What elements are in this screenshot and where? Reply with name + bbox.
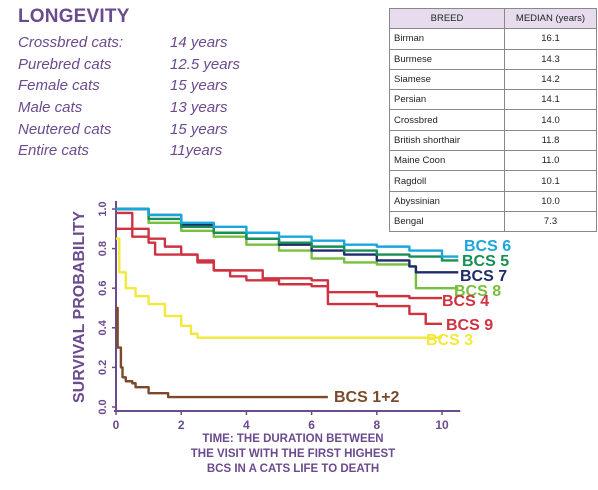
x-tick-label: 2 <box>178 418 185 432</box>
longevity-label: Male cats <box>18 99 83 117</box>
y-tick-label: 0.8 <box>97 241 109 256</box>
longevity-label: Entire cats <box>18 142 89 160</box>
longevity-value: 13 years <box>170 99 228 117</box>
y-axis-label: SURVIVAL PROBABILITY <box>71 211 88 403</box>
series-line-bcs-6 <box>116 207 459 258</box>
table-header-row: BREED MEDIAN (years) <box>389 7 597 30</box>
table-row: Persian 14.1 <box>389 89 597 111</box>
series-label: BCS 6 <box>464 238 511 255</box>
longevity-value: 14 years <box>170 34 228 52</box>
x-axis-label-line: THE VISIT WITH THE FIRST HIGHEST <box>191 448 395 460</box>
series-label: BCS 8 <box>454 283 501 300</box>
x-tick-label: 4 <box>243 418 250 432</box>
y-tick-label: 0.0 <box>97 399 109 414</box>
table-row: Crossbred 14.0 <box>389 109 597 131</box>
x-tick-label: 8 <box>373 418 380 432</box>
table-row: Bengal 7.3 <box>389 210 597 233</box>
longevity-row: Entire cats 11years <box>18 140 318 162</box>
series-line-bcs-5 <box>116 207 459 262</box>
series-line-bcs-3 <box>116 237 442 339</box>
series-line-bcs-1-2 <box>116 306 328 399</box>
table-row: British shorthair 11.8 <box>389 129 597 152</box>
longevity-label: Neutered cats <box>18 120 112 138</box>
y-tick-label: 0.2 <box>97 360 109 375</box>
longevity-title: LONGEVITY <box>18 6 130 27</box>
longevity-value: 11years <box>170 142 223 160</box>
breed-table-body: Birman 16.1 Burmese 14.3 Siamese 14.2 Persian 1… <box>389 28 597 233</box>
table-row: Abyssinian 10.0 <box>389 190 597 212</box>
longevity-row: Male cats 13 years <box>18 97 318 119</box>
x-tick-label: 10 <box>435 418 449 432</box>
breed-column-header: BREED <box>389 7 505 30</box>
y-tick-label: 0.6 <box>97 281 109 296</box>
series-label: BCS 5 <box>462 253 509 270</box>
table-row: Birman 16.1 <box>389 28 597 50</box>
breed-median-table: BREED MEDIAN (years) Birman 16.1 Burmese 14… <box>389 7 597 233</box>
x-tick-label: 0 <box>113 418 120 432</box>
x-tick-label: 6 <box>308 418 315 432</box>
longevity-label: Purebred cats <box>18 55 112 73</box>
y-tick-label: 0.4 <box>97 319 109 335</box>
x-axis-label-line: TIME: THE DURATION BETWEEN <box>202 433 383 445</box>
longevity-label: Crossbred cats: <box>18 34 124 52</box>
longevity-value: 12.5 years <box>170 55 241 73</box>
longevity-value: 15 years <box>170 120 228 138</box>
longevity-row: Crossbred cats: 14 years <box>18 32 318 54</box>
x-axis-label-line: BCS IN A CATS LIFE TO DEATH <box>207 463 379 475</box>
series-label: BCS 3 <box>426 332 473 349</box>
longevity-list: Crossbred cats: 14 years Purebred cats 12.5… <box>18 32 318 162</box>
longevity-label: Female cats <box>18 77 100 95</box>
y-tick-label: 1.0 <box>97 201 109 216</box>
longevity-panel: LONGEVITY Crossbred cats: 14 years Purebre… <box>18 6 318 162</box>
longevity-row: Neutered cats 15 years <box>18 118 318 140</box>
longevity-row: Female cats 15 years <box>18 75 318 97</box>
table-row: Burmese 14.3 <box>389 48 597 70</box>
longevity-value: 15 years <box>170 77 228 95</box>
median-column-header: MEDIAN (years) <box>504 7 597 30</box>
median-cell: 14.3 <box>504 48 597 70</box>
series-line-bcs-9 <box>116 227 442 326</box>
series-line-bcs-8 <box>116 207 459 290</box>
series-label: BCS 7 <box>460 268 507 285</box>
series-label: BCS 1+2 <box>334 389 399 406</box>
series-label: BCS 9 <box>446 317 493 334</box>
median-cell: 7.3 <box>504 210 597 233</box>
series-line-bcs-4 <box>116 211 442 300</box>
series-label: BCS 4 <box>442 293 489 310</box>
longevity-row: Purebred cats 12.5 years <box>18 54 318 76</box>
